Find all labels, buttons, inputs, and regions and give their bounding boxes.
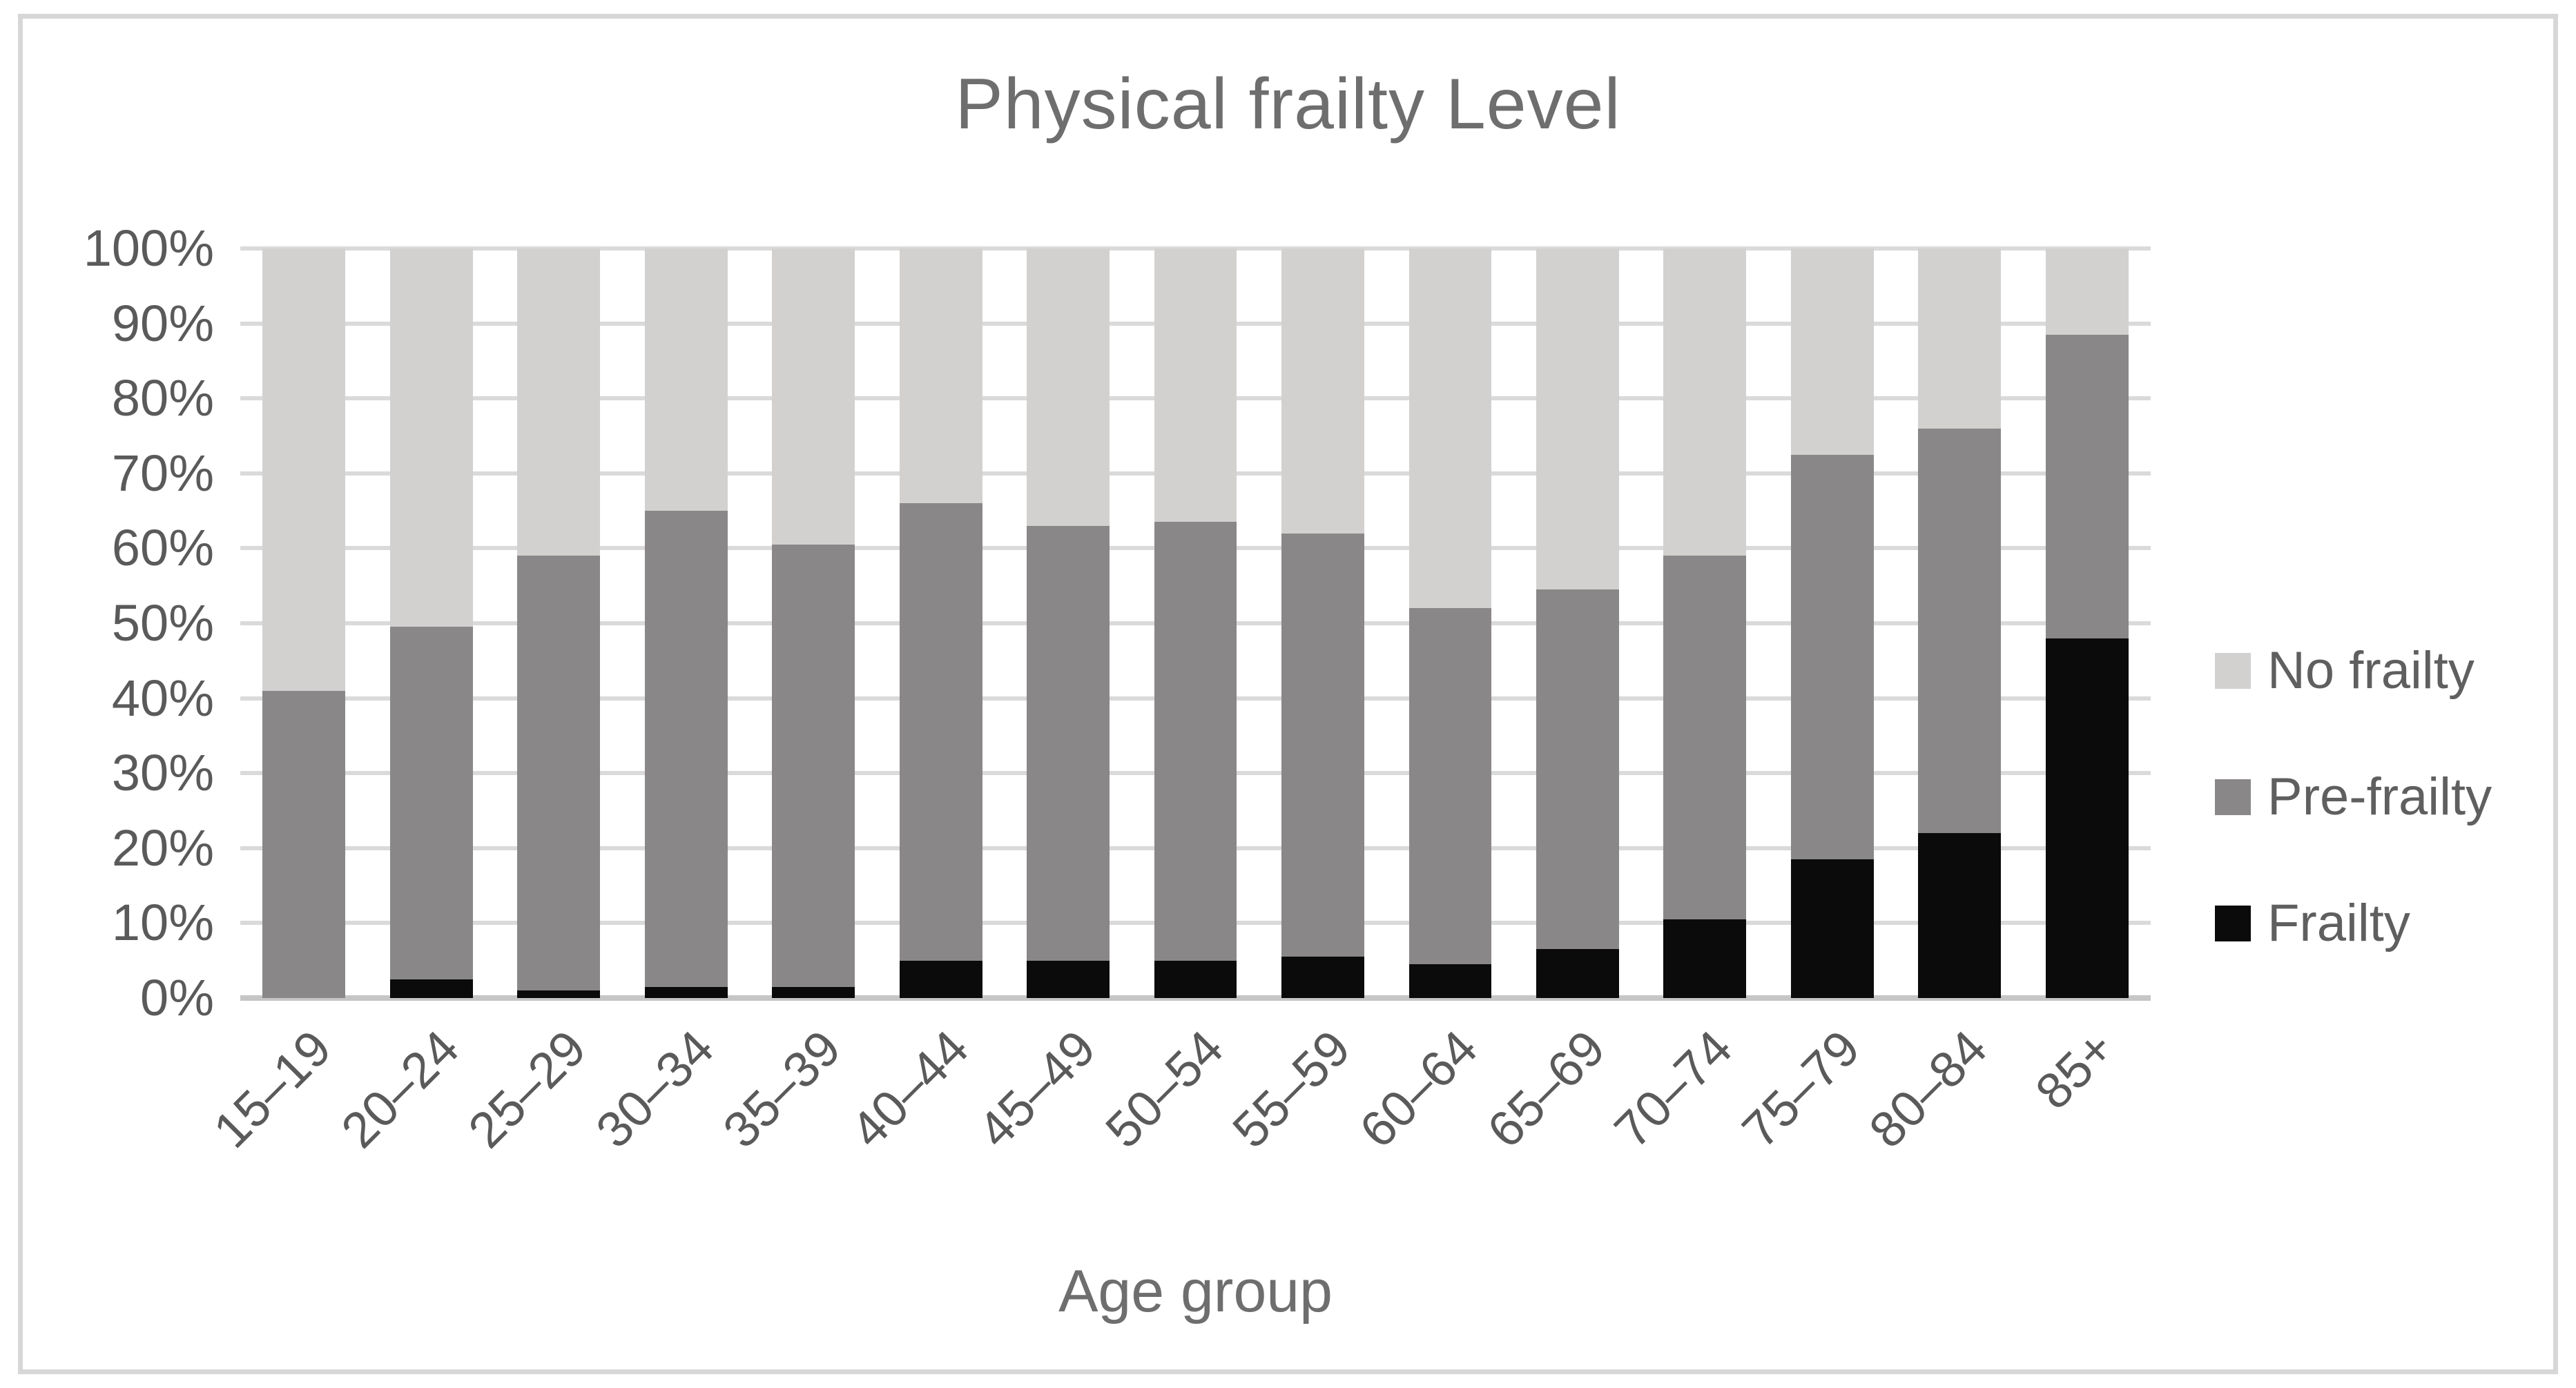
bar-segment-no-frailty [1790, 248, 1874, 455]
bar-column [1514, 248, 1641, 998]
legend: No frailty Pre-frailty Frailty [2215, 641, 2492, 1019]
x-tick-label: 50–54 [1094, 1019, 1234, 1159]
bar-column [2024, 248, 2151, 998]
bar-segment-pre-frailty [1027, 525, 1110, 961]
bar-column [1259, 248, 1386, 998]
bar-segment-no-frailty [1154, 248, 1237, 522]
x-axis-labels: 15–19 20–24 25–29 30–34 35–39 40–44 45–49 50–54… [204, 1009, 2151, 1216]
bar-column [1386, 248, 1513, 998]
bar-segment-frailty [644, 986, 728, 998]
x-tick-label: 85+ [2025, 1019, 2125, 1120]
bar-column [1132, 248, 1259, 998]
bar-segment-no-frailty [517, 248, 601, 556]
bar-segment-no-frailty [2045, 248, 2129, 335]
bar-segment-frailty [1663, 919, 1747, 998]
bar-segment-pre-frailty [772, 544, 855, 987]
bar-column [1641, 248, 1768, 998]
x-tick-label: 80–84 [1859, 1019, 1998, 1159]
bar-column [622, 248, 749, 998]
bar-column [367, 248, 494, 998]
legend-swatch-icon [2215, 905, 2251, 941]
legend-label: Pre-frailty [2267, 768, 2492, 826]
bar-segment-frailty [2045, 638, 2129, 998]
bar-columns [240, 248, 2151, 998]
bar-segment-pre-frailty [1154, 522, 1237, 961]
legend-item: Pre-frailty [2215, 767, 2492, 827]
bar-segment-no-frailty [772, 248, 855, 545]
bar-column [1896, 248, 2023, 998]
bar-column [1769, 248, 1896, 998]
bar-segment-frailty [1027, 960, 1110, 998]
legend-item: Frailty [2215, 893, 2492, 953]
legend-label: No frailty [2267, 641, 2475, 700]
bar-segment-pre-frailty [262, 690, 346, 998]
x-tick-label: 40–44 [840, 1019, 979, 1159]
bar-segment-pre-frailty [517, 556, 601, 991]
bar-segment-no-frailty [1027, 248, 1110, 526]
x-axis-line [240, 995, 2151, 1001]
bar-segment-pre-frailty [1281, 533, 1364, 957]
bar-segment-pre-frailty [899, 503, 982, 961]
bar-segment-no-frailty [1663, 248, 1747, 556]
x-tick-label: 30–34 [585, 1019, 724, 1159]
bar-column [1005, 248, 1132, 998]
x-tick-label: 25–29 [458, 1019, 597, 1159]
bar-segment-pre-frailty [1663, 556, 1747, 919]
bar-segment-frailty [389, 979, 473, 998]
x-tick-label: 65–69 [1477, 1019, 1616, 1159]
bar-segment-frailty [1154, 960, 1237, 998]
bar-segment-pre-frailty [1918, 428, 2002, 834]
gridline [240, 246, 2151, 251]
bar-segment-frailty [1408, 964, 1492, 998]
bar-segment-frailty [517, 990, 601, 998]
bar-segment-frailty [1536, 949, 1619, 998]
bar-segment-no-frailty [1408, 248, 1492, 609]
y-axis-labels: 0% 10% 20% 30% 40% 50% 60% 70% 80% 90% 100% [83, 219, 214, 1026]
bar-segment-frailty [1281, 957, 1364, 998]
bar-segment-no-frailty [389, 248, 473, 627]
bar-column [495, 248, 622, 998]
bar-segment-frailty [1918, 833, 2002, 998]
bar-segment-frailty [1790, 859, 1874, 998]
bar-segment-frailty [899, 960, 982, 998]
bar-segment-no-frailty [644, 248, 728, 511]
x-axis-title: Age group [1058, 1258, 1333, 1325]
bar-segment-pre-frailty [1790, 454, 1874, 860]
bar-segment-pre-frailty [1408, 608, 1492, 965]
bar-segment-pre-frailty [389, 627, 473, 979]
bar-column [750, 248, 877, 998]
bar-segment-pre-frailty [1536, 589, 1619, 950]
x-tick-label: 60–64 [1349, 1019, 1489, 1159]
bar-segment-no-frailty [1281, 248, 1364, 534]
bar-segment-pre-frailty [2045, 334, 2129, 638]
bar-segment-no-frailty [899, 248, 982, 504]
bar-segment-no-frailty [262, 248, 346, 691]
bar-column [240, 248, 367, 998]
plot-area [240, 246, 2151, 1001]
legend-label: Frailty [2267, 894, 2410, 952]
bar-segment-pre-frailty [644, 511, 728, 987]
bar-segment-no-frailty [1918, 248, 2002, 429]
bar-segment-no-frailty [1536, 248, 1619, 590]
legend-swatch-icon [2215, 652, 2251, 689]
x-tick-label: 75–79 [1732, 1019, 1870, 1159]
x-tick-label: 45–49 [967, 1019, 1107, 1159]
chart-title: Physical frailty Level [955, 64, 1621, 144]
bar-column [877, 248, 1004, 998]
x-tick-label: 35–39 [713, 1019, 852, 1159]
x-tick-label: 55–59 [1222, 1019, 1362, 1159]
x-tick-label: 20–24 [331, 1019, 469, 1159]
x-tick-label: 70–74 [1604, 1019, 1743, 1159]
bar-segment-frailty [772, 986, 855, 998]
legend-swatch-icon [2215, 779, 2251, 815]
legend-item: No frailty [2215, 641, 2492, 701]
